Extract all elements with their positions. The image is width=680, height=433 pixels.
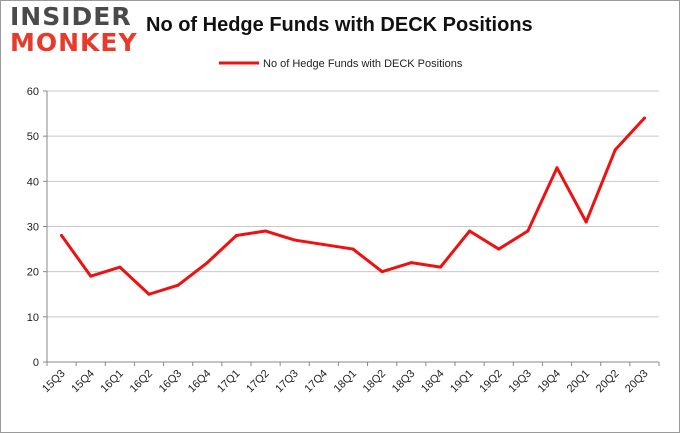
data-point-20Q1 — [584, 220, 588, 224]
x-tick-label-20Q2: 20Q2 — [594, 368, 622, 396]
x-tick-label-19Q2: 19Q2 — [477, 368, 505, 396]
data-point-16Q2 — [147, 292, 151, 296]
y-tick-label-50: 50 — [27, 131, 39, 143]
y-tick-label-40: 40 — [27, 176, 39, 188]
data-point-17Q3 — [293, 238, 297, 242]
x-tick-label-17Q3: 17Q3 — [273, 368, 301, 396]
data-point-15Q3 — [60, 234, 64, 238]
y-tick-label-60: 60 — [27, 86, 39, 98]
y-tick-labels: 0 10 20 30 40 50 60 — [27, 86, 39, 369]
grid-lines — [47, 90, 659, 318]
chart-title: No of Hedge Funds with DECK Positions — [146, 14, 533, 36]
x-tick-label-19Q1: 19Q1 — [448, 368, 476, 396]
data-point-17Q2 — [264, 229, 268, 233]
data-point-16Q3 — [176, 283, 180, 287]
data-point-18Q3 — [409, 261, 413, 265]
y-tick-label-30: 30 — [27, 222, 39, 234]
x-tick-label-20Q1: 20Q1 — [565, 368, 593, 396]
x-tick-label-16Q1: 16Q1 — [98, 368, 126, 396]
insider-monkey-logo: INSIDER MONKEY — [10, 4, 137, 56]
logo-bottom-text: MONKEY — [10, 28, 138, 57]
x-tick-label-18Q1: 18Q1 — [332, 368, 360, 396]
data-point-19Q4 — [555, 166, 559, 170]
data-point-19Q2 — [497, 247, 501, 251]
data-point-18Q4 — [438, 265, 442, 269]
legend-label: No of Hedge Funds with DECK Positions — [263, 58, 463, 70]
x-tick-label-18Q3: 18Q3 — [390, 368, 418, 396]
data-point-16Q1 — [118, 265, 122, 269]
data-point-17Q1 — [234, 234, 238, 238]
data-point-17Q4 — [322, 243, 326, 247]
series-group — [60, 116, 646, 296]
x-tick-label-18Q2: 18Q2 — [361, 368, 389, 396]
data-point-20Q2 — [613, 148, 617, 152]
x-tick-label-15Q4: 15Q4 — [69, 368, 97, 396]
x-tick-label-16Q4: 16Q4 — [186, 368, 214, 396]
data-point-18Q2 — [380, 270, 384, 274]
x-tick-label-15Q3: 15Q3 — [40, 368, 68, 396]
data-point-15Q4 — [89, 274, 93, 278]
x-tick-label-20Q3: 20Q3 — [623, 368, 651, 396]
y-tick-label-20: 20 — [27, 267, 39, 279]
x-tick-label-19Q4: 19Q4 — [536, 368, 564, 396]
y-tick-label-0: 0 — [33, 357, 39, 369]
y-tick-label-10: 10 — [27, 312, 39, 324]
data-point-19Q1 — [468, 229, 472, 233]
logo-top-text: INSIDER — [10, 2, 132, 31]
x-tick-label-17Q4: 17Q4 — [302, 368, 330, 396]
x-tick-label-17Q2: 17Q2 — [244, 368, 272, 396]
x-tick-label-16Q2: 16Q2 — [128, 368, 156, 396]
series-line-0 — [60, 116, 646, 296]
data-point-19Q3 — [526, 229, 530, 233]
x-tick-label-16Q3: 16Q3 — [157, 368, 185, 396]
legend: No of Hedge Funds with DECK Positions — [219, 58, 463, 70]
x-tick-label-18Q4: 18Q4 — [419, 368, 447, 396]
data-point-20Q3 — [642, 116, 646, 120]
x-tick-label-17Q1: 17Q1 — [215, 368, 243, 396]
x-tick-label-19Q3: 19Q3 — [506, 368, 534, 396]
data-point-16Q4 — [205, 261, 209, 265]
axes — [43, 90, 660, 366]
x-tick-labels: 15Q3 15Q4 16Q1 16Q2 16Q3 16Q4 17Q1 17Q2 17Q3 17Q4… — [40, 368, 650, 396]
data-point-18Q1 — [351, 247, 355, 251]
